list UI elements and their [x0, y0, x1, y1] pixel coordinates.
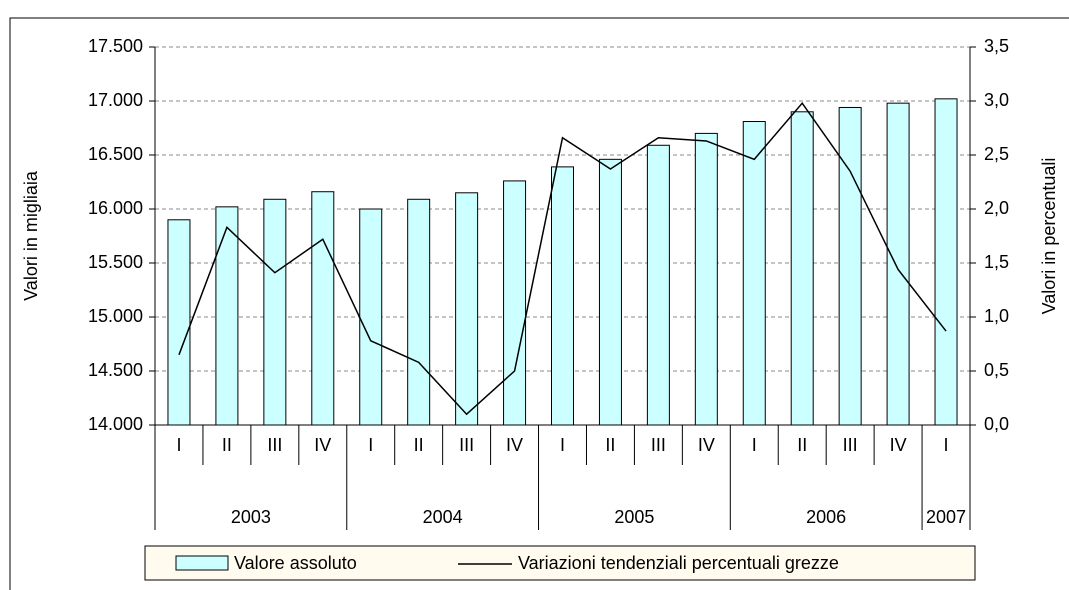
bar [551, 166, 574, 426]
bar [263, 198, 287, 426]
legend-label: Valore assoluto [234, 553, 357, 573]
y2-tick-label: 1,0 [984, 306, 1009, 326]
bar [934, 98, 958, 426]
x-tick-label: I [752, 435, 757, 455]
bar [215, 206, 239, 426]
x-tick-label: II [414, 435, 424, 455]
bar [455, 192, 479, 426]
x-tick-label: I [560, 435, 565, 455]
y2-tick-label: 0,0 [984, 414, 1009, 434]
x-tick-label: I [176, 435, 181, 455]
year-label: 2004 [423, 507, 463, 527]
y-axis-label: Valori in migliaia [21, 170, 41, 301]
y-tick-label: 15.500 [88, 252, 143, 272]
x-tick-label: IV [506, 435, 523, 455]
y-tick-label: 17.500 [88, 36, 143, 56]
bar [407, 198, 431, 426]
year-label: 2003 [231, 507, 271, 527]
y2-tick-label: 3,5 [984, 36, 1009, 56]
x-tick-label: IV [314, 435, 331, 455]
bar [311, 191, 335, 426]
bar [503, 180, 527, 426]
y-tick-label: 14.500 [88, 360, 143, 380]
year-label: 2005 [614, 507, 654, 527]
y2-tick-label: 0,5 [984, 360, 1009, 380]
bar [598, 158, 622, 426]
bar [167, 219, 191, 426]
x-tick-label: II [605, 435, 615, 455]
bar [359, 208, 383, 426]
y2-tick-label: 1,5 [984, 252, 1009, 272]
year-label: 2007 [926, 507, 966, 527]
bar [694, 132, 718, 426]
x-tick-label: II [222, 435, 232, 455]
bar [790, 111, 814, 426]
y-tick-label: 17.000 [88, 90, 143, 110]
legend-swatch [175, 555, 229, 571]
x-tick-label: III [651, 435, 666, 455]
y2-tick-label: 3,0 [984, 90, 1009, 110]
y2-tick-label: 2,5 [984, 144, 1009, 164]
year-label: 2006 [806, 507, 846, 527]
bar [886, 102, 910, 426]
x-tick-label: III [843, 435, 858, 455]
y2-tick-label: 2,0 [984, 198, 1009, 218]
y2-axis-label: Valori in percentuali [1039, 158, 1059, 315]
x-tick-label: IV [890, 435, 907, 455]
x-tick-label: I [944, 435, 949, 455]
x-tick-label: III [459, 435, 474, 455]
x-tick-label: III [267, 435, 282, 455]
legend-box [144, 545, 976, 581]
y-tick-label: 16.000 [88, 198, 143, 218]
x-tick-label: IV [698, 435, 715, 455]
bar [646, 144, 670, 426]
bar [838, 106, 862, 426]
x-tick-label: II [797, 435, 807, 455]
bar [742, 121, 766, 426]
x-tick-label: I [368, 435, 373, 455]
y-tick-label: 16.500 [88, 144, 143, 164]
legend-label: Variazioni tendenziali percentuali grezz… [518, 553, 839, 573]
y-tick-label: 15.000 [88, 306, 143, 326]
y-tick-label: 14.000 [88, 414, 143, 434]
line [178, 101, 947, 416]
